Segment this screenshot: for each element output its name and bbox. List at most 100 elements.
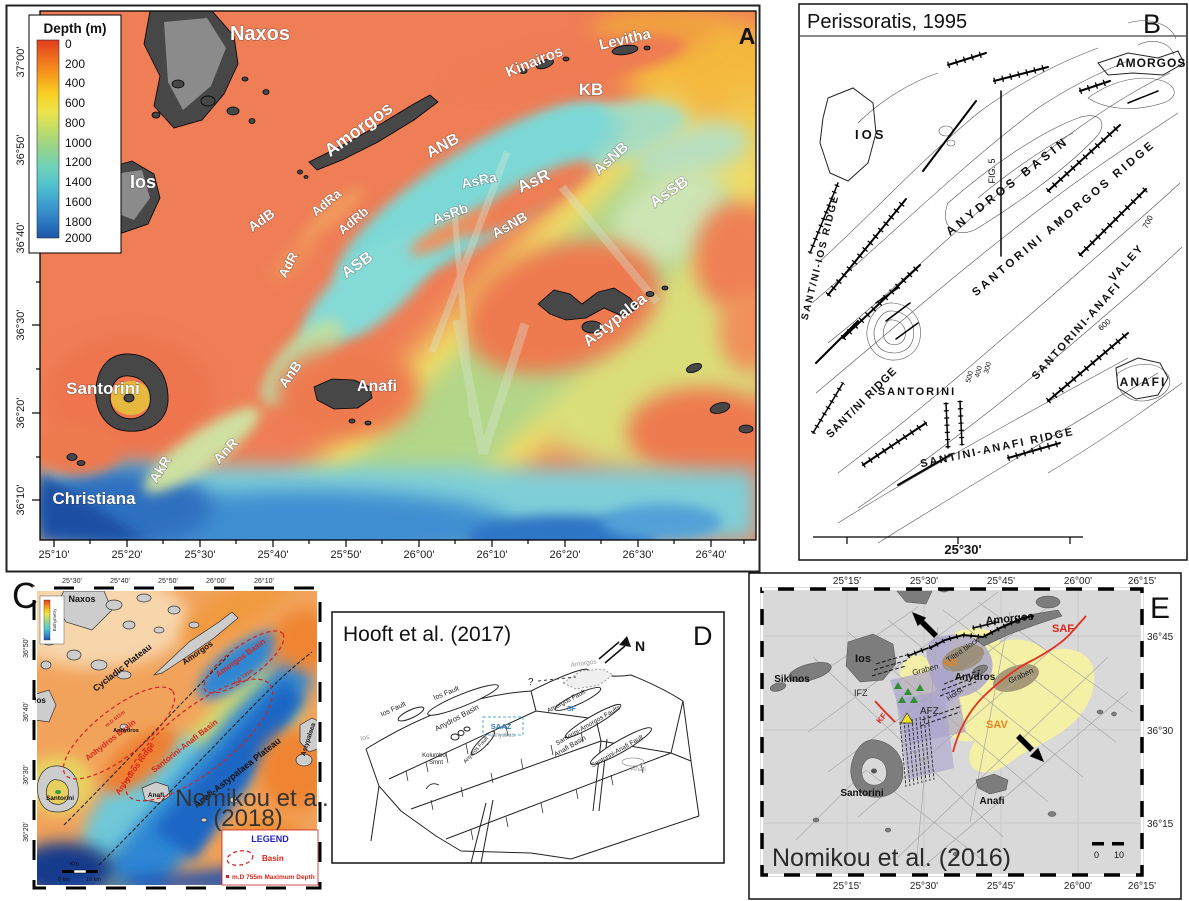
c-x-tick: 25°50'	[158, 577, 178, 585]
x-tick: 26°00'	[404, 549, 435, 561]
label-ifz: IFZ	[854, 688, 868, 698]
c-y-tick: 36°20'	[22, 822, 30, 842]
legend-maxdepth-label: m.D 755m Maximum Depth	[232, 874, 315, 881]
depth-value: 400	[65, 76, 85, 90]
depth-value: 1000	[65, 136, 92, 150]
contour-400: 400	[974, 365, 984, 378]
depth-value: 800	[65, 116, 85, 130]
panel-b-perissoratis-map: Perissoratis, 1995 B	[798, 3, 1188, 561]
amorgos-sketch	[562, 668, 614, 690]
depth-value: 2000	[65, 231, 92, 245]
label-fig5: FIG. 5	[987, 158, 997, 183]
c-x-tick: 26°00'	[206, 577, 226, 585]
panel-c-legend: LEGEND Basin m.D 755m Maximum Depth	[221, 829, 319, 886]
label-sikinos: Sikinos	[774, 674, 810, 685]
panel-a-x-axis: 25°10' 25°20' 25°30' 25°40' 25°50' 26°00…	[39, 549, 727, 561]
x-tick: 26°30'	[623, 549, 654, 561]
x-tick: 25°30'	[185, 549, 216, 561]
panel-d-hooft-block-diagram: Hooft et al. (2017) D N	[331, 611, 725, 864]
label-kolumbo-1: Kolumbo	[422, 753, 446, 759]
panel-d-border	[331, 611, 725, 864]
colorbar-label: Bathymetry	[52, 608, 57, 632]
bathymetry-shading	[40, 11, 756, 540]
e-y-tick: 36°15	[1147, 819, 1174, 830]
label-kolumbo-2: Smnt	[429, 760, 443, 766]
y-tick: 36°10'	[15, 485, 27, 516]
x-tick: 25°10'	[39, 549, 70, 561]
c-y-tick: 36°40'	[22, 702, 30, 722]
panel-b-border	[798, 3, 1188, 561]
scale-10: 10	[1114, 850, 1124, 860]
label-anafi: Anafi	[148, 792, 164, 799]
panel-b-title: Perissoratis, 1995	[807, 11, 967, 33]
x-tick: 25°50'	[331, 549, 362, 561]
panel-e-nomikou2016-map: Amorgos Ios Sikinos Santorini Anafi Anyd…	[748, 572, 1182, 900]
label-amorgos-gray: Amorgos	[570, 658, 597, 669]
x-tick: 26°10'	[477, 549, 508, 561]
island-label-naxos: Naxos	[230, 23, 290, 45]
scale-km: Km	[70, 862, 79, 868]
contour-500: 500	[965, 370, 975, 383]
panel-e-scalebar: 0 10	[1092, 842, 1124, 860]
panel-a-y-axis: 37°00' 36°50' 36°40' 36°30' 36°20' 36°10…	[15, 47, 27, 516]
e-x-tick-top: 25°45'	[987, 576, 1015, 587]
depth-value: 1800	[65, 215, 92, 229]
panel-e-arrows	[912, 612, 1044, 762]
scale-0km: 0 km	[58, 877, 70, 883]
label-anafi: ANAFI	[1120, 375, 1167, 389]
scale-10km: 10 km	[86, 877, 101, 883]
panel-e-coords: 25°15' 25°30' 25°45' 26°00' 26°15' 25°15…	[833, 576, 1174, 892]
depth-legend: Depth (m) 0 200 400 600 800 1000 1200 14…	[28, 14, 122, 254]
e-x-tick-bottom: 25°15'	[833, 881, 861, 892]
x-tick: 26°20'	[550, 549, 581, 561]
coastlines	[819, 50, 1185, 400]
e-x-tick-top: 25°15'	[833, 576, 861, 587]
c-x-tick: 26°10'	[254, 577, 274, 585]
islands-panel-a	[66, 11, 754, 466]
legend-basin-label: Basin	[262, 854, 284, 863]
panel-c-title-line2: (2018)	[213, 805, 282, 832]
label-question: ?	[528, 677, 534, 688]
e-x-tick-top: 26°15'	[1128, 576, 1156, 587]
panel-c-colorbar: Bathymetry	[39, 595, 65, 645]
island-label-santorini: Santorini	[66, 379, 140, 398]
panel-c-nomikou2018-map: C	[12, 575, 328, 890]
label-ios: Ios	[34, 696, 46, 705]
anafi-sketch	[621, 757, 645, 767]
label-santorini: Santorini	[840, 788, 884, 799]
label-ab: AB	[943, 658, 957, 669]
depth-value: 1400	[65, 175, 92, 189]
depth-colorbar	[36, 39, 60, 239]
legend-title: LEGEND	[251, 834, 289, 844]
panel-c-bathymetry	[37, 591, 317, 885]
panel-e-volcano-markers	[894, 682, 924, 724]
legend-basin-symbol	[226, 850, 254, 866]
depth-legend-title: Depth (m)	[44, 21, 107, 36]
c-x-tick: 25°40'	[110, 577, 130, 585]
depth-legend-values: 0 200 400 600 800 1000 1200 1400 1600 18…	[65, 37, 92, 245]
panel-e-islands	[769, 589, 1117, 857]
label-sf: SF	[567, 706, 577, 713]
panel-b-letter: B	[1143, 9, 1161, 39]
e-x-tick-bottom: 26°00'	[1064, 881, 1092, 892]
y-tick: 37°00'	[15, 47, 27, 78]
e-x-tick-top: 25°30'	[910, 576, 938, 587]
c-x-tick: 25°30'	[62, 577, 82, 585]
panel-d-letter: D	[693, 621, 713, 651]
label-ios: Ios	[855, 653, 871, 665]
survey-lines	[795, 591, 1134, 868]
fault-lines	[807, 49, 1159, 486]
panel-a-bathymetry-map: Naxos Amorgos Kinairos Levitha KB A ANB …	[2, 2, 764, 575]
label-naxos: Naxos	[68, 594, 95, 604]
c-y-tick: 36°30'	[22, 765, 30, 785]
panel-b-axis: 25°30'	[813, 536, 1083, 557]
panel-e-neatline	[760, 587, 1144, 877]
panel-e-content: Amorgos Ios Sikinos Santorini Anafi Anyd…	[762, 589, 1142, 875]
block-diagram-lines	[365, 668, 700, 864]
label-ios: IOS	[855, 127, 886, 142]
x-tick: 25°40'	[258, 549, 289, 561]
label-anydros-gray: Anydros	[491, 732, 516, 739]
label-amorgos: AMORGOS	[1116, 56, 1186, 70]
e-x-tick-bottom: 25°45'	[987, 881, 1015, 892]
label-anafi-gray: Anafi	[631, 766, 646, 773]
